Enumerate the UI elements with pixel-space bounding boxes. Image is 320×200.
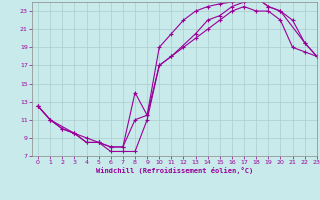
X-axis label: Windchill (Refroidissement éolien,°C): Windchill (Refroidissement éolien,°C): [96, 167, 253, 174]
